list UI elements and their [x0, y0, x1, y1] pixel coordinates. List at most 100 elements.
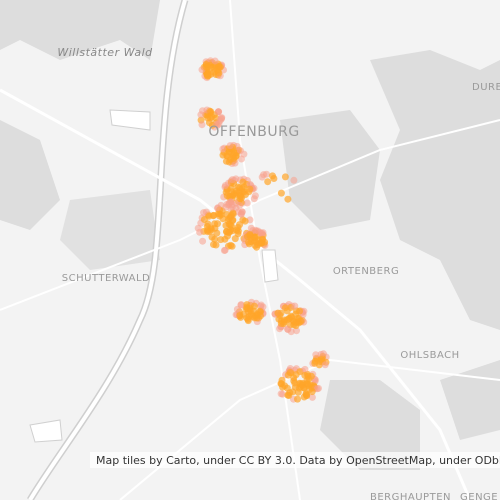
point — [240, 310, 248, 318]
point — [227, 184, 235, 192]
point — [245, 238, 252, 246]
point — [257, 312, 264, 320]
point — [301, 365, 309, 373]
point — [230, 154, 238, 162]
point — [296, 307, 303, 315]
point — [210, 241, 217, 248]
point — [228, 176, 236, 184]
point — [258, 173, 266, 181]
place-label: DURE — [472, 82, 500, 93]
place-label: OHLSBACH — [400, 350, 459, 361]
place-label: BERGHAUPTEN — [370, 492, 451, 500]
point — [214, 204, 222, 212]
point — [291, 379, 299, 387]
point — [277, 189, 285, 197]
point — [234, 183, 242, 191]
point — [204, 226, 211, 234]
point — [254, 227, 262, 235]
point — [227, 241, 235, 249]
point — [277, 380, 285, 388]
point — [250, 195, 258, 203]
point — [308, 388, 316, 396]
point — [246, 232, 254, 240]
point — [208, 113, 216, 121]
point — [292, 371, 300, 379]
point — [208, 233, 216, 241]
point — [274, 309, 282, 317]
point — [312, 351, 320, 359]
point — [222, 222, 230, 229]
place-label: OFFENBURG — [208, 124, 299, 140]
point — [281, 173, 289, 181]
point — [300, 393, 308, 401]
forest-areas — [0, 0, 500, 470]
point — [211, 57, 219, 65]
point — [217, 236, 225, 244]
point — [237, 192, 245, 200]
place-label: ORTENBERG — [333, 266, 399, 277]
attribution: Map tiles by Carto, under CC BY 3.0. Dat… — [96, 454, 500, 467]
point — [284, 195, 292, 203]
point — [223, 192, 231, 200]
point — [231, 235, 239, 243]
built-areas — [60, 110, 380, 270]
point — [204, 72, 212, 79]
point — [236, 147, 244, 155]
point — [225, 229, 233, 237]
point — [229, 209, 237, 217]
point — [294, 314, 302, 322]
point — [269, 172, 276, 180]
point — [217, 211, 225, 219]
point — [311, 357, 319, 365]
point — [297, 380, 305, 388]
point — [286, 369, 294, 376]
point-layer — [194, 57, 330, 403]
point — [234, 227, 242, 235]
point — [291, 302, 299, 310]
point — [223, 200, 231, 208]
point — [213, 120, 221, 128]
point — [202, 63, 210, 71]
point — [318, 356, 326, 364]
point — [285, 392, 293, 399]
point — [218, 114, 226, 122]
point — [321, 361, 329, 369]
point — [280, 318, 288, 326]
point — [219, 145, 227, 153]
point — [199, 237, 207, 245]
place-label: SCHUTTERWALD — [62, 273, 151, 284]
point — [284, 325, 292, 333]
point — [214, 108, 222, 116]
attribution-background — [90, 452, 500, 468]
point — [233, 305, 241, 313]
point — [264, 178, 272, 186]
point — [308, 393, 316, 401]
point — [200, 216, 208, 223]
point — [290, 176, 298, 184]
point — [293, 327, 300, 335]
point — [243, 199, 251, 207]
point — [207, 108, 215, 116]
point — [211, 220, 219, 228]
place-label: GENGE — [460, 492, 498, 500]
point — [213, 229, 221, 237]
point — [277, 390, 285, 398]
place-label: Willstätter Wald — [57, 46, 153, 59]
point — [197, 111, 205, 119]
point — [228, 203, 236, 211]
point — [229, 217, 237, 225]
point — [307, 372, 315, 380]
point — [258, 239, 266, 247]
point — [198, 121, 206, 129]
water — [29, 109, 279, 443]
point — [226, 142, 234, 150]
point — [246, 185, 254, 193]
point — [317, 350, 325, 358]
point — [292, 322, 300, 330]
point — [283, 307, 291, 315]
point — [214, 66, 222, 74]
point — [239, 178, 247, 186]
point — [221, 182, 229, 189]
